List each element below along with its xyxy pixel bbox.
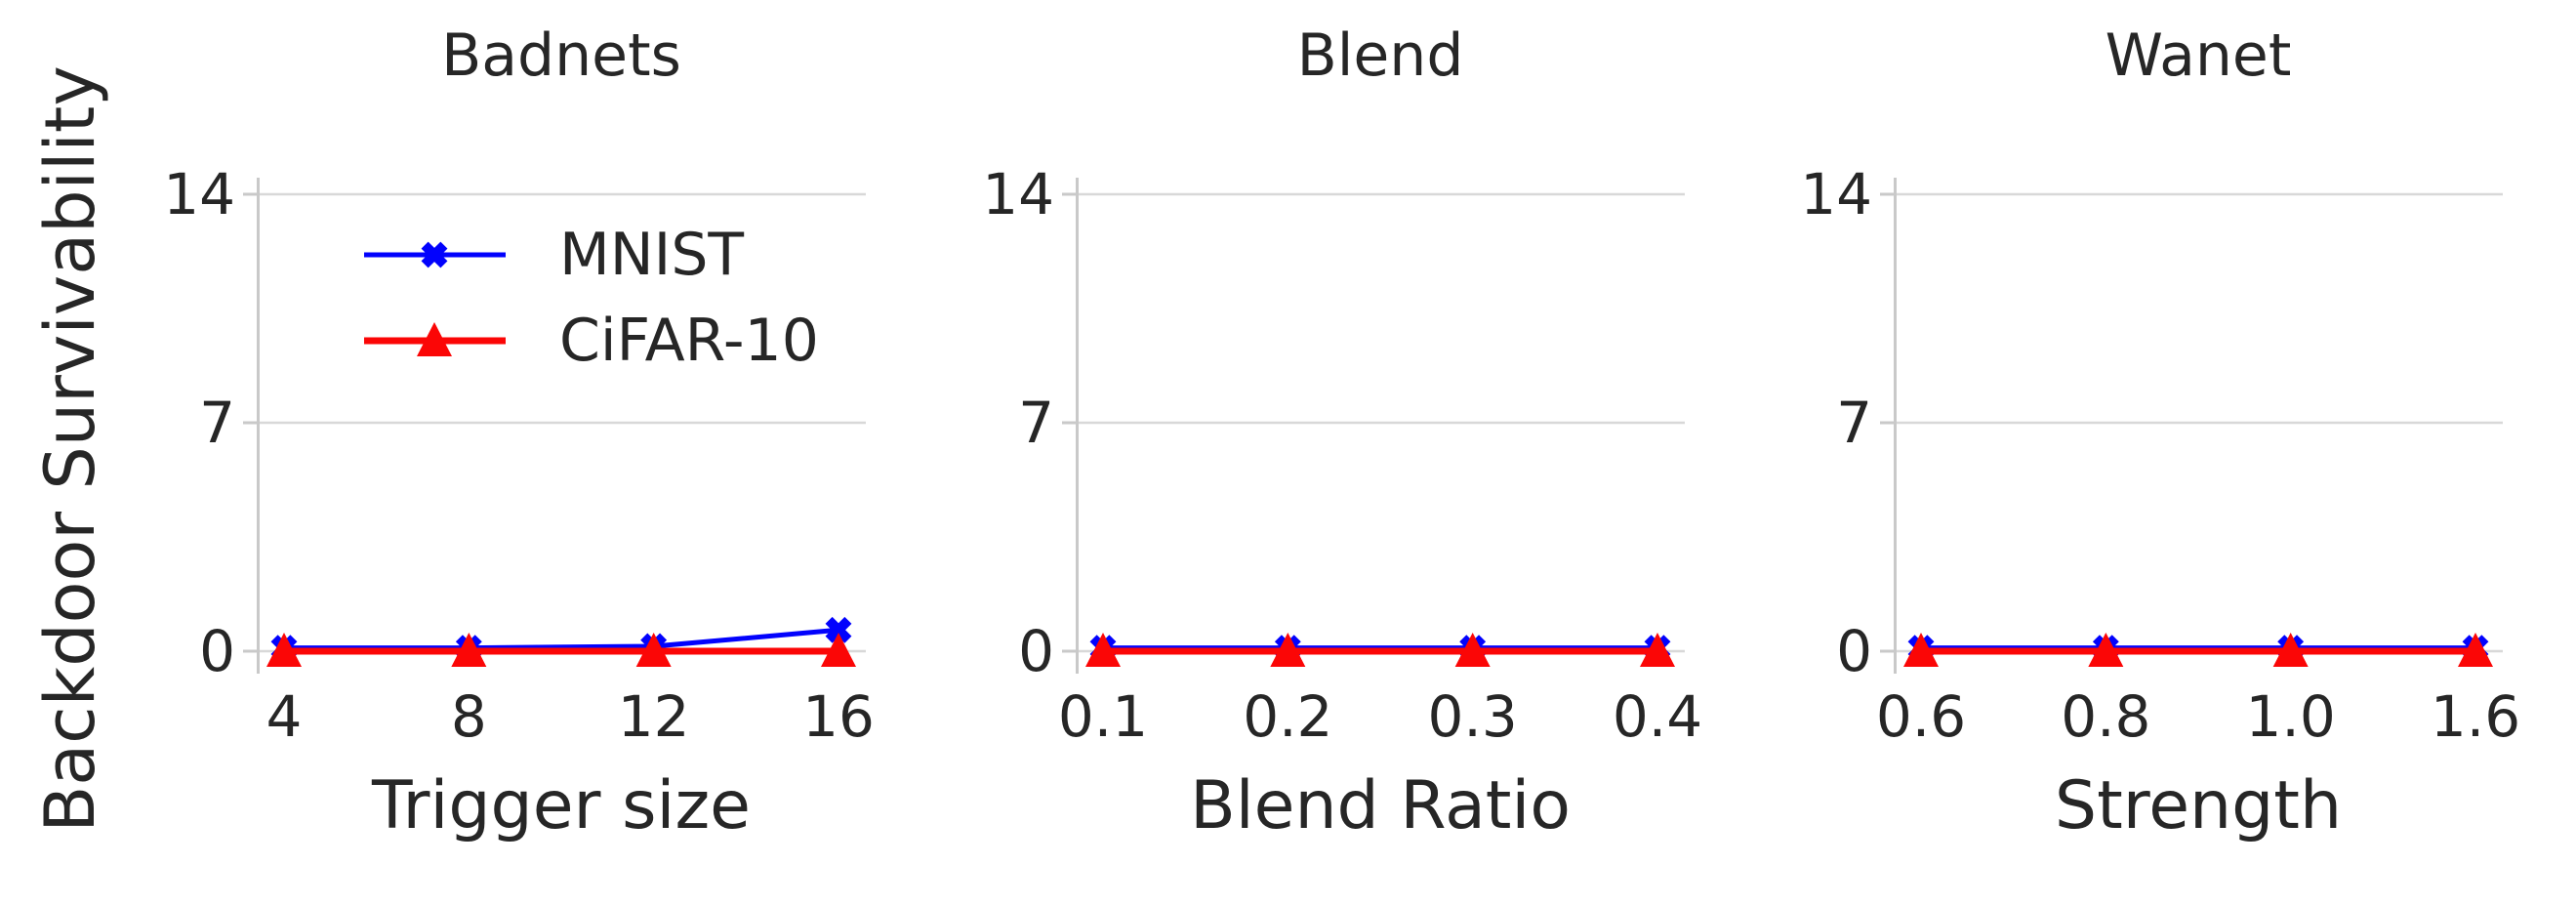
legend-label-cifar10: CiFAR-10 [559, 307, 819, 375]
y-tick-label: 7 [1836, 389, 1872, 456]
x-tick-label: 0.1 [1057, 683, 1149, 750]
plot-area-wanet [1880, 178, 2503, 674]
x-tick-label: 0.8 [2061, 683, 2151, 750]
y-tick-label: 14 [163, 160, 235, 227]
triangle-marker [2272, 633, 2309, 667]
plot-area-blend [1062, 178, 1685, 674]
subplot-blend: Blend Blend Ratio 0 7 14 0.1 0.2 0.3 0.4 [982, 0, 1702, 906]
y-tick-label: 7 [199, 389, 235, 456]
mnist-line [284, 627, 839, 651]
x-tick-label: 0.6 [1875, 683, 1967, 750]
triangle-marker [2458, 633, 2493, 667]
triangle-marker [821, 633, 856, 667]
plot-area-badnets [243, 178, 866, 674]
x-marker [421, 241, 448, 268]
subplot-title: Blend [1296, 21, 1464, 90]
y-axis-label: Backdoor Survivability [30, 65, 110, 833]
triangle-marker [1085, 633, 1121, 667]
triangle-marker [1454, 633, 1491, 667]
x-tick-label: 1.0 [2245, 683, 2336, 750]
triangle-marker [635, 633, 672, 667]
triangle-marker [2088, 633, 2124, 667]
subplot-badnets: Badnets Trigger size MNIST CiFAR-10 0 7 14… [163, 0, 875, 906]
x-axis-label: Blend Ratio [1190, 767, 1571, 844]
x-marker [825, 616, 852, 643]
subplot-title: Wanet [2105, 21, 2292, 90]
legend-item-cifar10: CiFAR-10 [364, 298, 819, 384]
triangle-marker [266, 633, 302, 667]
y-tick-label: 0 [1018, 618, 1054, 684]
x-tick-label: 0.4 [1612, 683, 1703, 750]
legend-item-mnist: MNIST [364, 212, 819, 298]
y-tick-label: 0 [1836, 618, 1872, 684]
legend: MNIST CiFAR-10 [364, 212, 819, 384]
y-tick-label: 0 [199, 618, 235, 684]
y-tick-label: 14 [1800, 160, 1872, 227]
legend-label-mnist: MNIST [559, 221, 745, 289]
x-tick-label: 0.2 [1243, 683, 1333, 750]
triangle-marker [451, 633, 487, 667]
x-tick-label: 12 [617, 683, 690, 750]
x-tick-label: 4 [266, 683, 303, 750]
x-tick-label: 0.3 [1427, 683, 1518, 750]
triangle-marker [417, 322, 452, 356]
cifar10-triangle-marker-icon [364, 322, 506, 356]
x-tick-label: 8 [450, 683, 487, 750]
triangle-marker [1270, 633, 1306, 667]
triangle-marker [1903, 633, 1939, 667]
x-axis-label: Strength [2054, 767, 2343, 844]
triangle-marker [1640, 633, 1675, 667]
subplot-wanet: Wanet Strength 0 7 14 0.6 0.8 1.0 1.6 [1800, 0, 2520, 906]
x-axis-label: Trigger size [372, 767, 751, 844]
x-tick-label: 16 [802, 683, 875, 750]
y-tick-label: 14 [982, 160, 1054, 227]
x-tick-label: 1.6 [2430, 683, 2521, 750]
subplot-title: Badnets [441, 21, 681, 90]
mnist-x-marker-icon [364, 241, 506, 268]
y-tick-label: 7 [1018, 389, 1054, 456]
